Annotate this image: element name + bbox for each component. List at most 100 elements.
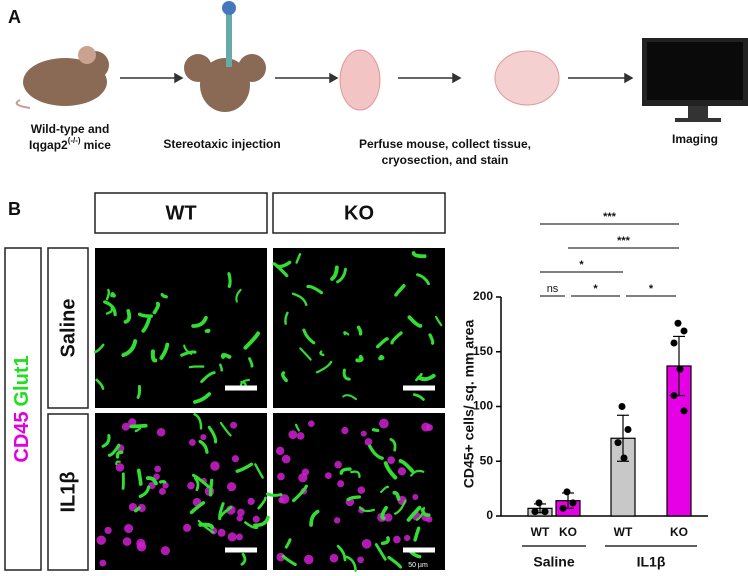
vessel: [346, 495, 362, 502]
significance-label: ***: [603, 211, 617, 223]
cell: [307, 420, 315, 428]
cell: [227, 532, 237, 542]
cell: [361, 538, 372, 549]
vessel: [220, 353, 232, 359]
arrows: [120, 72, 634, 84]
data-point: [618, 403, 626, 410]
vessel: [129, 423, 148, 429]
vessel: [428, 333, 435, 345]
vessel: [219, 421, 232, 437]
cell: [230, 421, 238, 429]
data-point: [531, 508, 539, 516]
cell: [122, 537, 132, 546]
vessel: [406, 505, 422, 522]
cell: [226, 482, 237, 492]
vessel: [105, 307, 114, 315]
vessel: [244, 521, 259, 529]
group-label: IL1β: [637, 554, 666, 570]
y-tick-label: 0: [486, 508, 493, 522]
vessel: [95, 378, 105, 390]
vessel: [281, 371, 288, 383]
y-tick-label: 200: [473, 289, 493, 303]
step-label: Perfuse mouse, collect tissue,: [359, 137, 531, 151]
cell: [364, 438, 373, 446]
vessel: [389, 438, 397, 452]
cell: [252, 515, 260, 523]
vessel: [208, 478, 214, 497]
vessel: [420, 508, 431, 517]
cell: [158, 487, 166, 495]
vessel: [191, 473, 210, 489]
step-label: Wild-type and: [31, 122, 110, 136]
vessel: [394, 284, 406, 297]
stain-label: CD45 Glut1: [11, 355, 33, 462]
cell: [160, 546, 170, 556]
data-point: [676, 365, 684, 373]
cell: [99, 559, 107, 567]
vessel: [103, 300, 117, 317]
step-label: Stereotaxic injection: [163, 137, 280, 151]
vessel: [412, 393, 425, 401]
data-point: [541, 508, 549, 516]
vessel: [240, 552, 247, 566]
vessel: [183, 344, 193, 355]
cell: [298, 473, 308, 483]
genotype: (-/-): [68, 136, 81, 145]
vessel: [291, 484, 308, 503]
stain: Glut1: [11, 355, 33, 406]
row-header: IL1β: [57, 471, 79, 512]
cell: [104, 526, 112, 535]
data-point: [670, 339, 678, 347]
vessel: [336, 267, 347, 284]
vessel: [138, 485, 151, 498]
cell: [136, 542, 147, 552]
cell: [337, 480, 345, 488]
data-point: [670, 392, 678, 400]
vessel: [407, 315, 423, 328]
vessel: [141, 315, 152, 333]
cell: [236, 533, 243, 541]
cell: [156, 427, 166, 437]
cell: [247, 497, 255, 506]
column-header: KO: [344, 202, 374, 224]
mouse-icon: [15, 46, 109, 109]
panel-label: B: [8, 199, 21, 219]
vessel: [355, 354, 364, 363]
vessel: [145, 476, 158, 486]
cell: [329, 553, 339, 563]
vessel: [235, 462, 254, 473]
cell: [236, 514, 243, 522]
cell: [162, 482, 169, 489]
vessel: [253, 515, 270, 527]
brain-icon: [339, 49, 381, 111]
cell: [128, 418, 137, 427]
cell: [397, 467, 407, 476]
vessel: [350, 470, 361, 479]
vessel: [133, 506, 141, 513]
group-label: Saline: [533, 554, 574, 570]
vessel: [383, 461, 398, 480]
row-header: Saline: [57, 299, 79, 358]
vessel: [137, 312, 153, 318]
step-label: Iqgap2(-/-) mice: [29, 136, 111, 152]
vessel: [368, 444, 384, 460]
data-point: [620, 454, 628, 462]
gene: Iqgap2: [29, 138, 68, 152]
vessel: [136, 385, 142, 399]
cell: [231, 455, 240, 463]
vessel: [193, 476, 200, 492]
cell: [357, 486, 366, 494]
vessel: [115, 450, 124, 459]
cell: [324, 472, 332, 479]
vessel: [387, 555, 403, 569]
mouse-head-icon: [184, 1, 266, 112]
cell: [200, 434, 207, 441]
data-point: [614, 439, 622, 447]
significance-label: *: [593, 283, 598, 295]
y-axis-label: CD45+ cells/ sq. mm area: [461, 320, 477, 489]
vessel: [343, 331, 350, 336]
vessel: [319, 350, 325, 357]
brain-slice-icon: [494, 50, 560, 106]
cell: [334, 460, 342, 469]
vessel: [248, 357, 254, 368]
